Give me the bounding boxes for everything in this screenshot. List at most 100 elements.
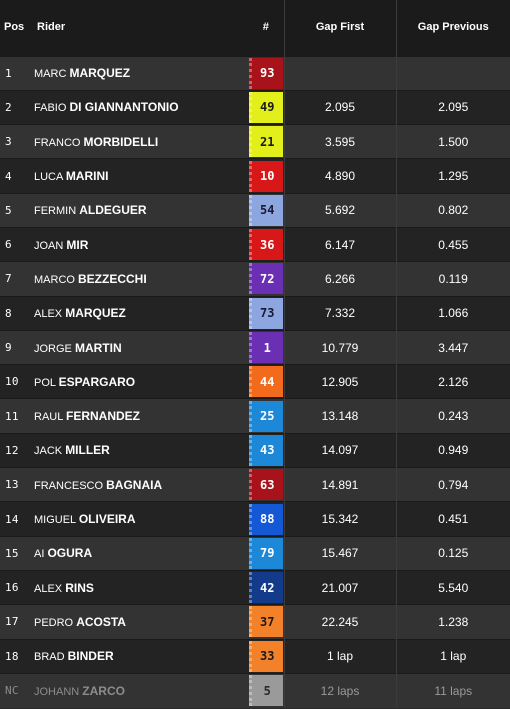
rider-cell[interactable]: AI OGURA [28,535,248,571]
gap-first-cell: 10.779 [283,329,396,365]
gap-previous-cell: 1.238 [395,604,510,640]
rider-cell[interactable]: FERMIN ALDEGUER [28,192,248,228]
rider-first-name: BRAD [34,651,65,664]
number-cell: 72 [248,261,284,297]
rider-cell[interactable]: BRAD BINDER [28,638,248,674]
rider-cell[interactable]: ALEX RINS [28,569,248,605]
rider-cell[interactable]: FABIO DI GIANNANTONIO [28,89,248,125]
table-row[interactable]: 11 RAUL FERNANDEZ 25 13.148 0.243 [0,398,510,434]
rider-first-name: ALEX [34,582,63,595]
table-row[interactable]: 3 FRANCO MORBIDELLI 21 3.595 1.500 [0,124,510,159]
rider-cell[interactable]: PEDRO ACOSTA [28,604,248,640]
position-cell: 7 [0,261,28,297]
position-cell: 14 [0,501,28,537]
rider-first-name: JOAN [34,239,64,252]
gap-previous-cell: 0.802 [395,192,510,228]
rider-last-name: ACOSTA [76,614,126,629]
table-row[interactable]: 5 FERMIN ALDEGUER 54 5.692 0.802 [0,192,510,228]
table-row[interactable]: 9 JORGE MARTIN 1 10.779 3.447 [0,329,510,365]
rider-number-badge: 79 [248,537,283,569]
rider-last-name: MORBIDELLI [83,134,159,149]
rider-number-badge: 43 [248,434,283,466]
rider-cell[interactable]: MIGUEL OLIVEIRA [28,501,248,537]
gap-first-cell: 13.148 [283,398,396,434]
rider-last-name: OLIVEIRA [78,512,136,526]
gap-first-cell: 15.467 [283,535,396,571]
number-cell: 49 [248,89,284,125]
gap-first-cell: 21.007 [283,569,396,605]
table-row[interactable]: NC JOHANN ZARCO 5 12 laps 11 laps [0,672,510,708]
gap-first-cell: 15.342 [283,501,396,537]
gap-previous-cell: 1 lap [395,638,510,674]
rider-cell[interactable]: MARC MARQUEZ [28,55,248,91]
rider-cell[interactable]: JOAN MIR [28,226,248,262]
gap-previous-cell: 2.095 [395,89,510,125]
table-row[interactable]: 18 BRAD BINDER 33 1 lap 1 lap [0,638,510,674]
table-row[interactable]: 12 JACK MILLER 43 14.097 0.949 [0,432,510,468]
header-number[interactable]: # [262,21,269,33]
gap-first-cell: 14.097 [283,432,396,468]
gap-first-cell: 22.245 [283,604,396,640]
table-row[interactable]: 4 LUCA MARINI 10 4.890 1.295 [0,158,510,194]
gap-first-cell [283,55,396,91]
table-row[interactable]: 6 JOAN MIR 36 6.147 0.455 [0,226,510,262]
header-rider[interactable]: Rider [37,21,66,33]
rider-first-name: RAUL [34,411,63,424]
rider-last-name: MIR [66,237,89,252]
rider-first-name: FERMIN [34,205,77,218]
position-cell: 4 [0,158,28,194]
rider-cell[interactable]: LUCA MARINI [28,158,248,194]
rider-cell[interactable]: RAUL FERNANDEZ [28,398,248,434]
rider-cell[interactable]: MARCO BEZZECCHI [28,261,248,297]
rider-last-name: MILLER [65,443,110,458]
table-header-row: Pos Rider # Gap First Gap Previous [0,0,510,56]
rider-cell[interactable]: JACK MILLER [28,432,248,468]
rider-cell[interactable]: ALEX MARQUEZ [28,295,248,331]
rider-number-badge: 42 [248,572,283,604]
number-cell: 33 [248,638,284,674]
header-gap-first[interactable]: Gap First [283,0,396,56]
table-row[interactable]: 13 FRANCESCO BAGNAIA 63 14.891 0.794 [0,467,510,502]
rider-cell[interactable]: POL ESPARGARO [28,364,248,399]
rider-cell[interactable]: JOHANN ZARCO [28,672,248,708]
gap-previous-cell: 2.126 [395,364,510,399]
rider-last-name: RINS [65,580,94,595]
position-cell: 17 [0,604,28,640]
gap-first-cell: 12.905 [283,364,396,399]
gap-first-cell: 6.266 [283,261,396,297]
number-cell: 43 [248,432,284,468]
table-row[interactable]: 8 ALEX MARQUEZ 73 7.332 1.066 [0,295,510,331]
rider-cell[interactable]: FRANCO MORBIDELLI [28,124,248,159]
table-row[interactable]: 10 POL ESPARGARO 44 12.905 2.126 [0,364,510,399]
rider-number-badge: 54 [248,194,283,226]
rider-first-name: FABIO [34,102,67,115]
rider-number-badge: 10 [248,160,283,192]
rider-number-badge: 36 [248,229,283,261]
table-row[interactable]: 15 AI OGURA 79 15.467 0.125 [0,535,510,571]
gap-first-cell: 2.095 [283,89,396,125]
rider-last-name: ALDEGUER [79,203,147,218]
number-cell: 42 [248,569,284,605]
header-pos[interactable]: Pos [4,21,25,33]
table-row[interactable]: 7 MARCO BEZZECCHI 72 6.266 0.119 [0,261,510,297]
number-cell: 93 [248,55,284,91]
table-row[interactable]: 17 PEDRO ACOSTA 37 22.245 1.238 [0,604,510,640]
table-row[interactable]: 2 FABIO DI GIANNANTONIO 49 2.095 2.095 [0,89,510,125]
rider-last-name: OGURA [47,546,93,561]
number-cell: 36 [248,226,284,262]
rider-cell[interactable]: JORGE MARTIN [28,329,248,365]
rider-cell[interactable]: FRANCESCO BAGNAIA [28,467,248,502]
table-row[interactable]: 16 ALEX RINS 42 21.007 5.540 [0,569,510,605]
number-cell: 21 [248,124,284,159]
gap-previous-cell: 11 laps [395,672,510,708]
gap-previous-cell: 0.455 [395,226,510,262]
rider-last-name: MARQUEZ [69,66,131,81]
table-row[interactable]: 1 MARC MARQUEZ 93 [0,55,510,91]
position-cell: 2 [0,89,28,125]
position-cell: 18 [0,638,28,674]
rider-number-badge: 25 [248,400,283,432]
table-row[interactable]: 14 MIGUEL OLIVEIRA 88 15.342 0.451 [0,501,510,537]
header-gap-previous[interactable]: Gap Previous [395,0,510,56]
number-cell: 25 [248,398,284,434]
